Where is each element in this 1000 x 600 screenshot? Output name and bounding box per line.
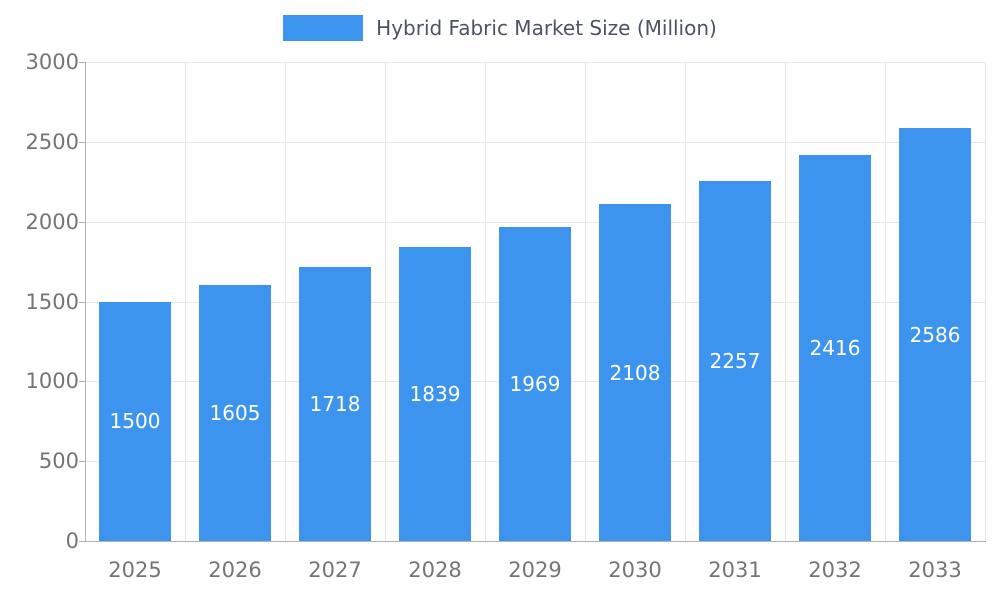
legend[interactable]: Hybrid Fabric Market Size (Million): [0, 14, 1000, 42]
y-axis-tick: [79, 381, 85, 383]
y-axis-tick: [79, 62, 85, 63]
bar-value-label: 2586: [909, 322, 961, 347]
bar-value-label: 1718: [309, 391, 361, 416]
y-axis-tick-label: 3000: [25, 50, 79, 74]
y-axis-tick: [79, 461, 85, 463]
y-axis-tick-label: 2500: [25, 129, 79, 154]
y-axis-tick-label: 1000: [25, 369, 79, 394]
x-axis-tick-label: 2032: [808, 558, 862, 582]
bar-2025[interactable]: [99, 301, 171, 541]
bar-value-label: 1605: [209, 400, 261, 425]
bar-2026[interactable]: [199, 284, 271, 541]
y-axis-tick-label: 2000: [25, 209, 79, 234]
vertical-gridline: [985, 62, 986, 541]
y-axis-line: [85, 62, 86, 541]
bar-value-label: 1500: [109, 409, 161, 434]
horizontal-gridline: [85, 221, 985, 223]
bar-2032[interactable]: [799, 155, 871, 541]
bar-value-label: 1839: [409, 382, 461, 407]
x-axis-tick-label: 2029: [508, 558, 562, 582]
bar-value-label: 1969: [509, 371, 561, 396]
y-axis-tick-label: 0: [65, 529, 79, 553]
y-axis-tick: [79, 141, 85, 143]
y-axis-tick: [79, 541, 85, 542]
legend-swatch-icon: [283, 15, 364, 41]
chart-title: Hybrid Fabric Market Size (Million): [376, 16, 717, 40]
bar-value-label: 2416: [809, 336, 861, 361]
bar-2027[interactable]: [299, 266, 371, 541]
x-axis-line: [85, 541, 986, 542]
bar-value-label: 2257: [709, 348, 761, 373]
bar-value-label: 2108: [609, 360, 661, 385]
bar-2028[interactable]: [399, 247, 471, 541]
y-axis-tick-label: 500: [38, 449, 79, 474]
y-axis-tick-label: 1500: [25, 289, 79, 314]
x-axis-tick-label: 2030: [608, 558, 662, 582]
x-axis-tick-label: 2028: [408, 558, 462, 582]
bar-2030[interactable]: [599, 204, 671, 541]
x-axis-tick-label: 2027: [308, 558, 362, 582]
bar-2029[interactable]: [499, 226, 571, 541]
x-axis-tick-label: 2025: [108, 558, 162, 582]
horizontal-gridline: [85, 62, 985, 63]
y-axis-tick: [79, 301, 85, 303]
horizontal-gridline: [85, 141, 985, 143]
bar-2033[interactable]: [899, 128, 971, 541]
bar-2031[interactable]: [699, 180, 771, 541]
x-axis-tick-label: 2033: [908, 558, 962, 582]
y-axis-tick: [79, 221, 85, 223]
x-axis-tick-label: 2031: [708, 558, 762, 582]
x-axis-tick-label: 2026: [208, 558, 262, 582]
